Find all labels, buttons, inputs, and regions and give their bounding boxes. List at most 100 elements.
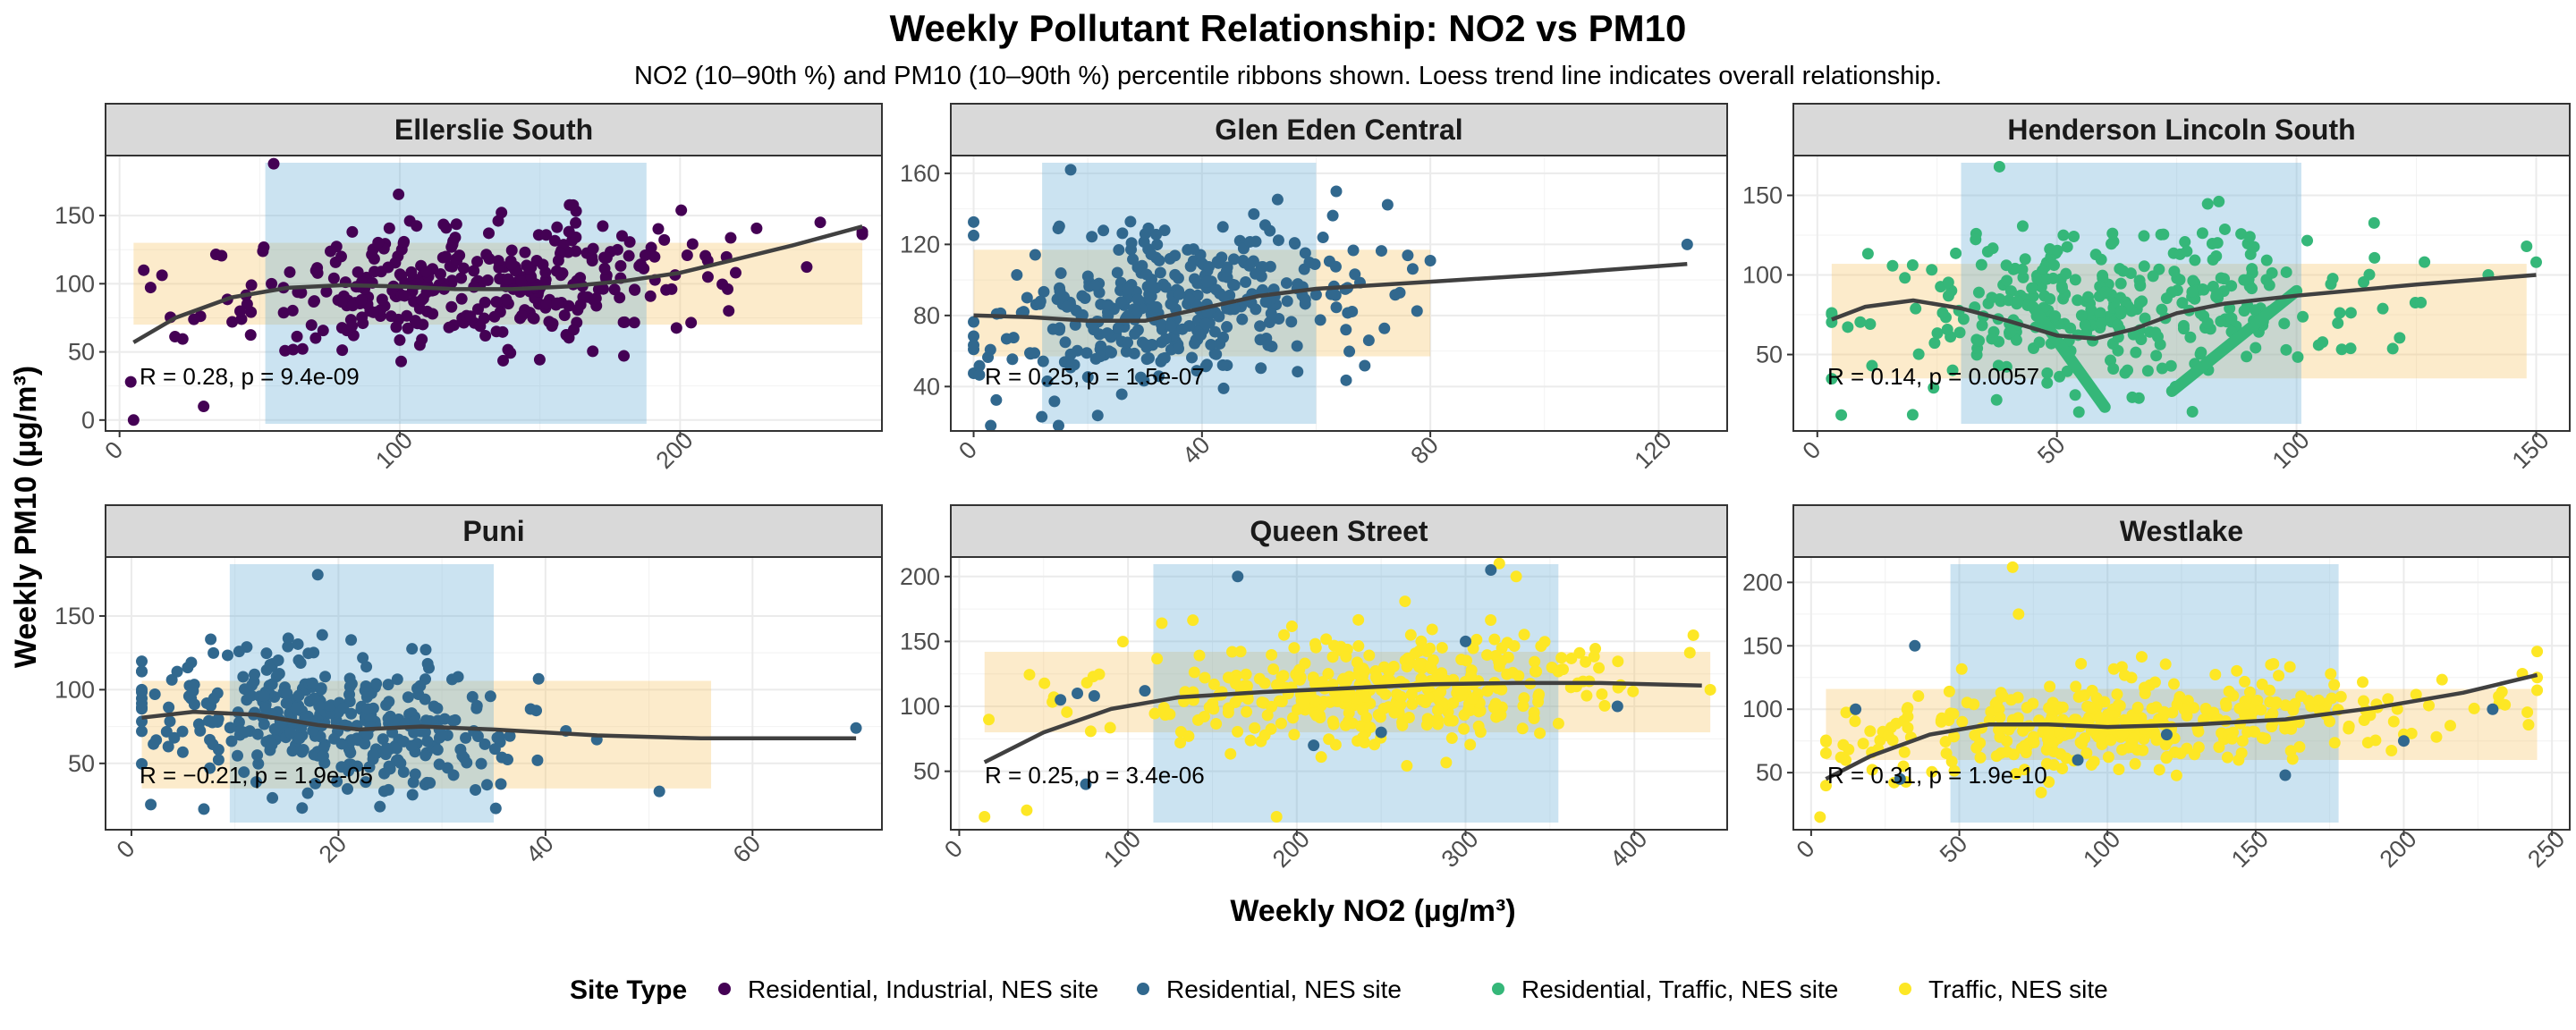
data-point bbox=[1275, 696, 1288, 708]
data-point bbox=[1261, 709, 1274, 722]
x-tick-label: 40 bbox=[521, 830, 558, 867]
data-point bbox=[144, 282, 157, 294]
data-point bbox=[1156, 617, 1168, 629]
data-point bbox=[308, 296, 320, 308]
data-point bbox=[1510, 570, 1522, 583]
data-point bbox=[2192, 741, 2205, 754]
legend-label: Residential, NES site bbox=[1166, 975, 1402, 1003]
data-point bbox=[1265, 722, 1277, 735]
data-point bbox=[1198, 710, 1210, 722]
data-point bbox=[208, 646, 220, 659]
data-point bbox=[419, 714, 432, 727]
data-point bbox=[550, 265, 563, 277]
data-point bbox=[1529, 655, 1541, 668]
data-point bbox=[395, 355, 408, 367]
data-point bbox=[1406, 263, 1419, 275]
data-point bbox=[2273, 670, 2285, 682]
data-point bbox=[366, 249, 378, 261]
data-point bbox=[233, 646, 245, 658]
data-point bbox=[1926, 264, 1938, 276]
data-point bbox=[1969, 729, 1981, 741]
data-point bbox=[406, 789, 419, 801]
panel-border bbox=[1792, 155, 2571, 432]
data-point bbox=[2293, 740, 2306, 753]
data-point bbox=[1054, 285, 1066, 298]
data-point bbox=[1882, 730, 1894, 742]
data-point bbox=[675, 204, 688, 216]
scatter-points bbox=[979, 557, 1716, 823]
data-point bbox=[2047, 259, 2060, 272]
data-point bbox=[587, 242, 599, 255]
data-point bbox=[291, 330, 303, 342]
data-point bbox=[207, 716, 219, 729]
data-point bbox=[315, 683, 327, 696]
data-point bbox=[2028, 736, 2040, 748]
data-point bbox=[127, 414, 140, 426]
data-point bbox=[608, 283, 621, 296]
data-point bbox=[2043, 726, 2055, 739]
data-point bbox=[406, 643, 419, 655]
data-point bbox=[1182, 730, 1195, 742]
data-point bbox=[2238, 305, 2250, 317]
data-point bbox=[1898, 746, 1911, 758]
data-point bbox=[390, 321, 402, 333]
data-point bbox=[618, 350, 631, 362]
data-point bbox=[1254, 320, 1267, 333]
data-point bbox=[1205, 339, 1217, 351]
data-point bbox=[2137, 744, 2149, 756]
data-point bbox=[1953, 326, 1966, 339]
data-point bbox=[375, 266, 387, 278]
correlation-annotation: R = 0.25, p = 3.4e-06 bbox=[985, 762, 1205, 789]
data-point bbox=[367, 748, 379, 761]
data-point bbox=[2055, 282, 2068, 294]
data-point bbox=[1281, 295, 1293, 308]
data-point bbox=[1415, 672, 1428, 685]
data-point bbox=[653, 785, 665, 798]
x-tick-label: 250 bbox=[2522, 825, 2570, 873]
data-point bbox=[411, 220, 423, 232]
data-point bbox=[1508, 640, 1521, 653]
y-tick-label: 50 bbox=[913, 758, 940, 785]
data-point bbox=[1387, 660, 1400, 672]
data-point bbox=[1485, 564, 1497, 577]
data-point bbox=[1202, 260, 1215, 273]
data-point bbox=[483, 253, 496, 266]
data-point bbox=[1394, 286, 1406, 299]
data-point bbox=[629, 283, 641, 296]
data-point bbox=[344, 747, 357, 759]
x-tick-label: 0 bbox=[99, 436, 128, 465]
data-point bbox=[2343, 722, 2355, 735]
data-point bbox=[409, 715, 421, 728]
data-point bbox=[1111, 266, 1123, 279]
scatter-points bbox=[124, 157, 869, 426]
data-point bbox=[2199, 703, 2212, 715]
data-point bbox=[1316, 676, 1328, 688]
data-point bbox=[2000, 259, 2012, 272]
data-point bbox=[670, 322, 682, 334]
data-point bbox=[2177, 323, 2190, 335]
data-point bbox=[589, 292, 602, 305]
data-point bbox=[1208, 325, 1221, 338]
data-point bbox=[188, 698, 200, 711]
data-point bbox=[331, 775, 343, 788]
data-point bbox=[1411, 305, 1423, 317]
data-point bbox=[150, 734, 163, 747]
data-point bbox=[1432, 718, 1445, 730]
data-point bbox=[2072, 294, 2084, 307]
data-point bbox=[1906, 409, 1919, 421]
data-point bbox=[1258, 219, 1271, 232]
data-point bbox=[2141, 365, 2154, 377]
data-point bbox=[2043, 776, 2055, 789]
legend-swatch bbox=[1899, 983, 1911, 995]
data-point bbox=[1214, 337, 1226, 350]
data-point bbox=[1687, 629, 1699, 641]
data-point bbox=[163, 701, 175, 713]
data-point bbox=[2068, 230, 2080, 242]
legend-item: Residential, NES site bbox=[1137, 975, 1402, 1003]
data-point bbox=[2284, 661, 2296, 673]
data-point bbox=[1857, 738, 1869, 750]
data-point bbox=[277, 307, 290, 319]
data-point bbox=[2102, 751, 2114, 764]
data-point bbox=[455, 292, 468, 305]
data-point bbox=[814, 216, 826, 229]
